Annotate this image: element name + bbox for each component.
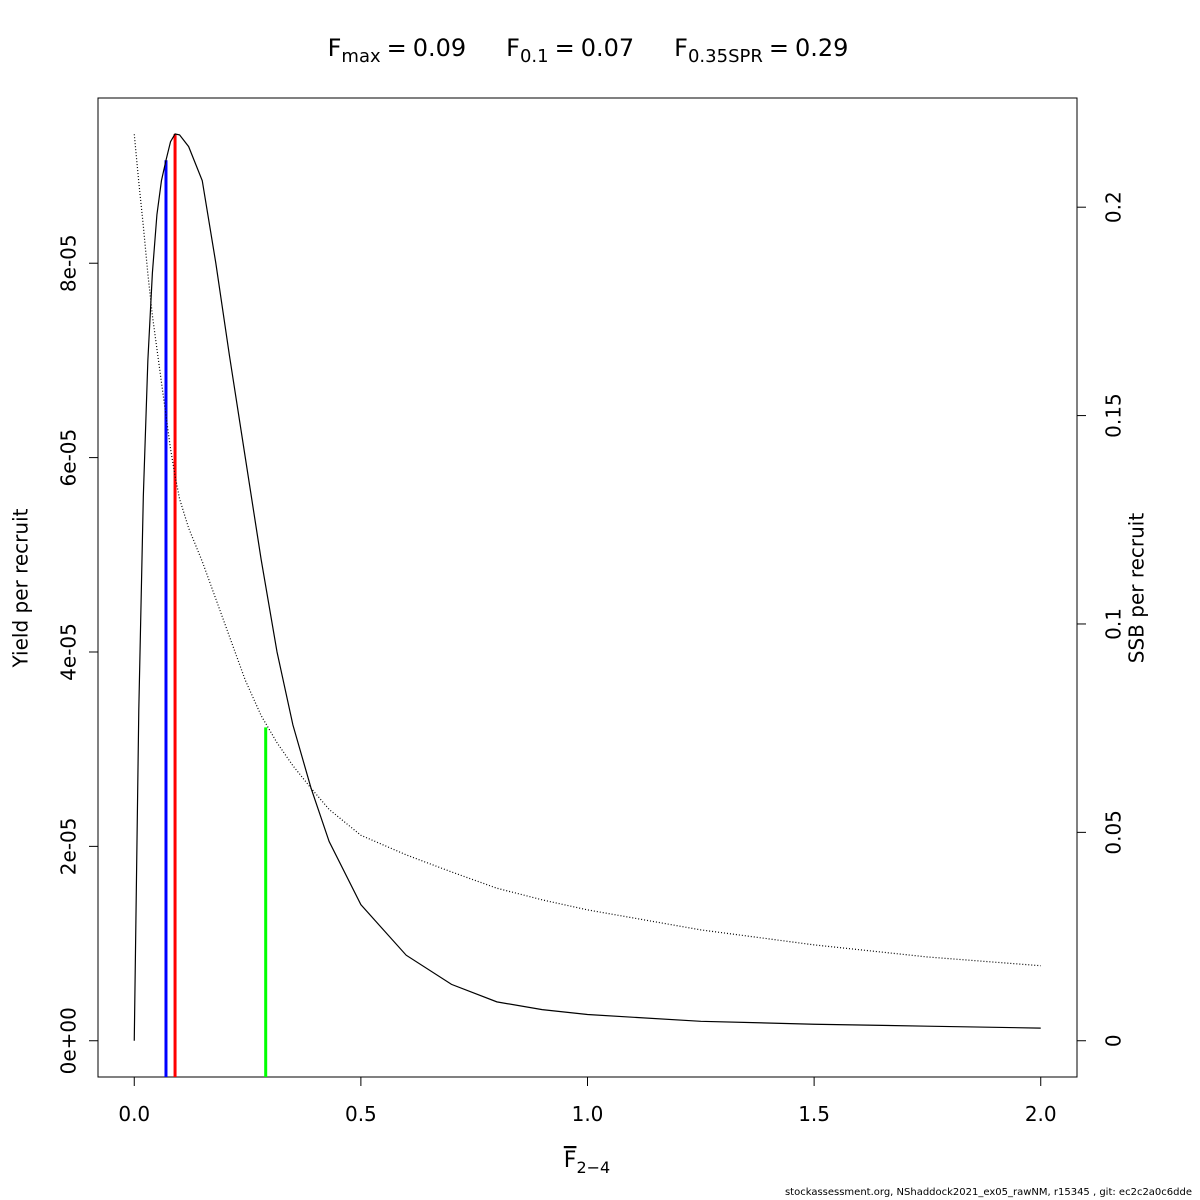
x-label-subscript: 2−4: [576, 1158, 610, 1177]
title-subscript: 0.1: [520, 46, 549, 67]
title-subscript: 0.35SPR: [688, 46, 763, 67]
x-tick-label: 1.0: [572, 1102, 604, 1126]
y-tick-label: 2e-05: [57, 818, 81, 876]
title-text: Fmax = 0.09 F0.1 = 0.07 F0.35SPR = 0.29: [328, 34, 849, 67]
y-tick-label: 4e-05: [57, 623, 81, 681]
y2-tick-label: 0.1: [1102, 608, 1126, 640]
y-tick-label: 6e-05: [57, 429, 81, 487]
x-label-symbol: F: [564, 1148, 577, 1173]
chart-title: Fmax = 0.09 F0.1 = 0.07 F0.35SPR = 0.29: [328, 34, 849, 67]
plot-box: [97, 97, 1078, 1078]
y2-tick-label: 0: [1102, 1034, 1126, 1047]
footer: stockassessment.org, NShaddock2021_ex05_…: [785, 1187, 1192, 1198]
y2-axis-label: SSB per recruit: [1125, 513, 1149, 664]
title-value: 0.09: [413, 34, 466, 62]
y-tick-label: 0e+00: [57, 1007, 81, 1074]
x-tick-label: 0.0: [118, 1102, 150, 1126]
y2-tick-label: 0.05: [1102, 810, 1126, 855]
title-operator: =: [555, 34, 575, 62]
title-symbol: F: [506, 34, 520, 62]
series-line: [133, 134, 1041, 967]
series-line: [133, 133, 1041, 1041]
y-tick-label: 8e-05: [57, 234, 81, 292]
x-axis-label: F2−4: [564, 1148, 610, 1177]
title-subscript: max: [341, 46, 381, 67]
y-axis-label: Yield per recruit: [9, 508, 33, 668]
x-tick-label: 1.5: [798, 1102, 830, 1126]
title-operator: =: [769, 34, 789, 62]
title-value: 0.29: [795, 34, 848, 62]
title-symbol: F: [328, 34, 342, 62]
title-symbol: F: [674, 34, 688, 62]
title-value: 0.07: [581, 34, 634, 62]
title-operator: =: [387, 34, 407, 62]
y2-tick-label: 0.2: [1102, 191, 1126, 223]
x-tick-label: 0.5: [345, 1102, 377, 1126]
x-tick-label: 2.0: [1025, 1102, 1057, 1126]
y2-tick-label: 0.15: [1102, 393, 1126, 438]
